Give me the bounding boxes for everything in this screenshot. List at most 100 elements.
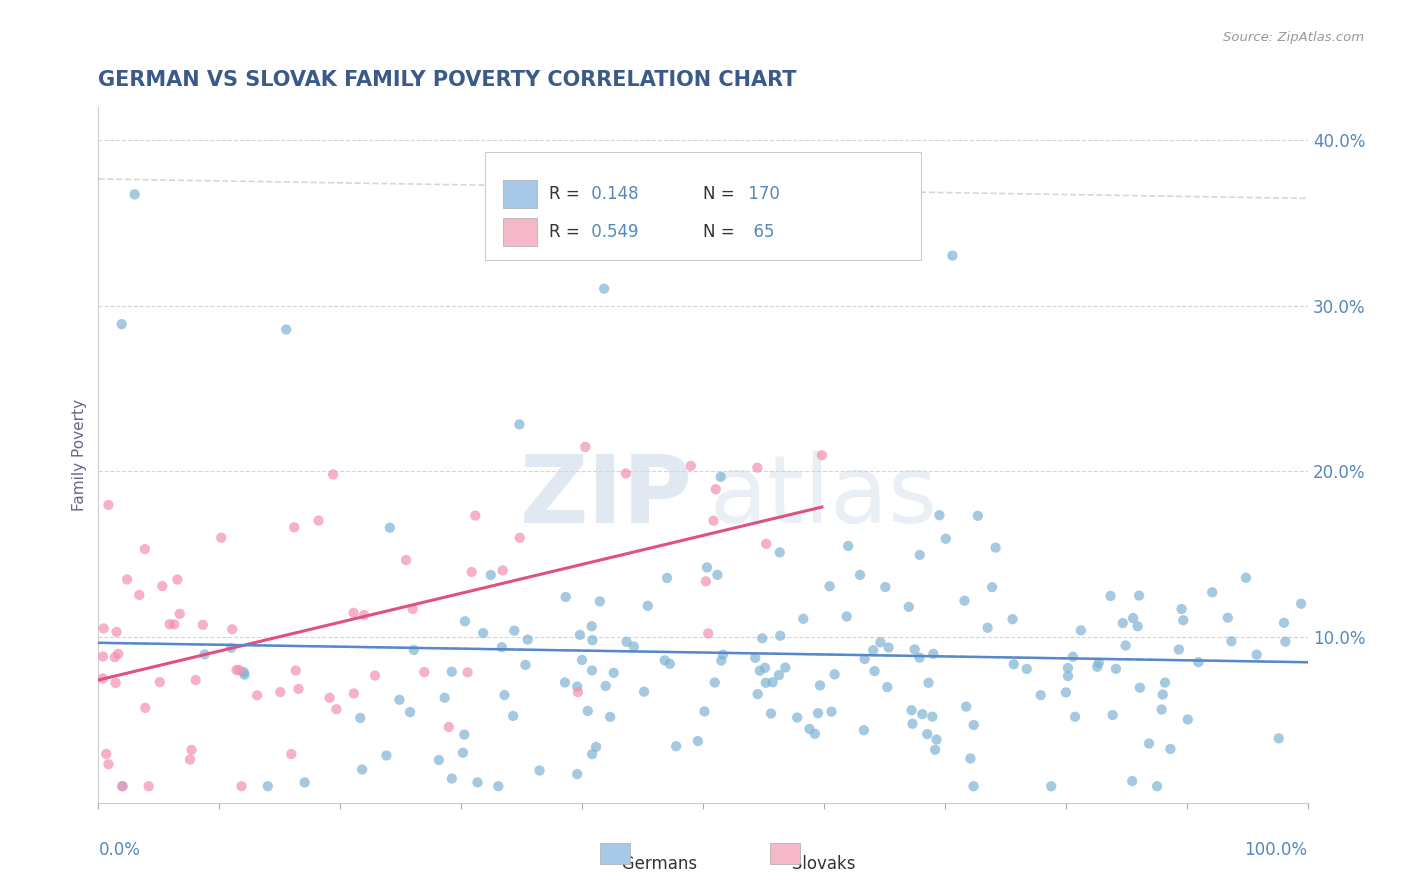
Point	[163, 617, 186, 632]
Point	[440, 665, 463, 679]
Point	[941, 249, 963, 263]
Point	[1062, 649, 1084, 664]
Point	[820, 705, 842, 719]
Point	[908, 650, 931, 665]
Point	[654, 653, 676, 667]
Point	[166, 573, 188, 587]
Point	[581, 633, 603, 648]
Point	[318, 690, 340, 705]
Point	[1150, 702, 1173, 716]
FancyBboxPatch shape	[485, 153, 921, 260]
Point	[921, 709, 943, 723]
Point	[149, 675, 172, 690]
Point	[375, 748, 398, 763]
Point	[1085, 659, 1108, 673]
Text: R =: R =	[550, 223, 581, 241]
Point	[755, 537, 778, 551]
Point	[269, 685, 291, 699]
Point	[464, 508, 486, 523]
Point	[184, 673, 207, 687]
Text: GERMAN VS SLOVAK FAMILY POVERTY CORRELATION CHART: GERMAN VS SLOVAK FAMILY POVERTY CORRELAT…	[98, 70, 797, 90]
Point	[966, 508, 988, 523]
Point	[602, 665, 624, 680]
Point	[1122, 611, 1144, 625]
Text: 0.148: 0.148	[586, 185, 638, 203]
Point	[869, 635, 891, 649]
Point	[863, 664, 886, 678]
Point	[935, 532, 957, 546]
Point	[1001, 612, 1024, 626]
Point	[232, 665, 254, 679]
Point	[1216, 611, 1239, 625]
Point	[1112, 616, 1135, 631]
Text: R =: R =	[550, 185, 581, 203]
Point	[124, 187, 146, 202]
Point	[104, 675, 127, 690]
Point	[256, 779, 278, 793]
Point	[1105, 662, 1128, 676]
Point	[1070, 624, 1092, 638]
Point	[352, 763, 374, 777]
Point	[472, 626, 495, 640]
Point	[246, 688, 269, 702]
Point	[679, 458, 702, 473]
Point	[509, 531, 531, 545]
Point	[1272, 615, 1295, 630]
Point	[134, 700, 156, 714]
Point	[686, 734, 709, 748]
Point	[364, 668, 387, 682]
Point	[413, 665, 436, 679]
Point	[1015, 662, 1038, 676]
FancyBboxPatch shape	[600, 843, 630, 864]
Point	[427, 753, 450, 767]
Point	[853, 652, 876, 666]
Point	[454, 614, 477, 628]
Point	[228, 663, 250, 677]
Point	[1173, 613, 1195, 627]
Point	[711, 648, 734, 662]
Point	[134, 542, 156, 557]
Point	[453, 728, 475, 742]
Point	[1289, 597, 1312, 611]
Point	[378, 521, 401, 535]
Point	[1121, 774, 1143, 789]
Point	[159, 617, 181, 632]
Point	[751, 632, 773, 646]
Point	[768, 668, 790, 682]
Point	[581, 747, 603, 761]
Text: Source: ZipAtlas.com: Source: ZipAtlas.com	[1223, 31, 1364, 45]
Point	[567, 680, 589, 694]
Point	[706, 568, 728, 582]
Point	[494, 688, 516, 702]
Point	[1170, 602, 1192, 616]
Point	[308, 514, 330, 528]
Point	[111, 779, 134, 793]
Point	[280, 747, 302, 761]
Point	[875, 580, 897, 594]
Point	[1126, 619, 1149, 633]
Point	[1167, 642, 1189, 657]
Point	[696, 560, 718, 574]
Point	[955, 699, 977, 714]
Point	[1129, 681, 1152, 695]
Point	[1002, 657, 1025, 672]
Point	[589, 594, 612, 608]
Point	[104, 650, 127, 665]
Point	[811, 448, 834, 462]
Point	[1057, 669, 1080, 683]
Point	[1088, 656, 1111, 670]
Point	[897, 599, 920, 614]
Point	[349, 711, 371, 725]
Point	[169, 607, 191, 621]
Point	[515, 657, 537, 672]
Point	[658, 657, 681, 671]
Point	[460, 565, 482, 579]
Point	[655, 571, 678, 585]
FancyBboxPatch shape	[503, 180, 537, 208]
Point	[862, 643, 884, 657]
Point	[353, 607, 375, 622]
Point	[702, 514, 724, 528]
Point	[818, 579, 841, 593]
Point	[233, 667, 256, 681]
Point	[194, 648, 217, 662]
